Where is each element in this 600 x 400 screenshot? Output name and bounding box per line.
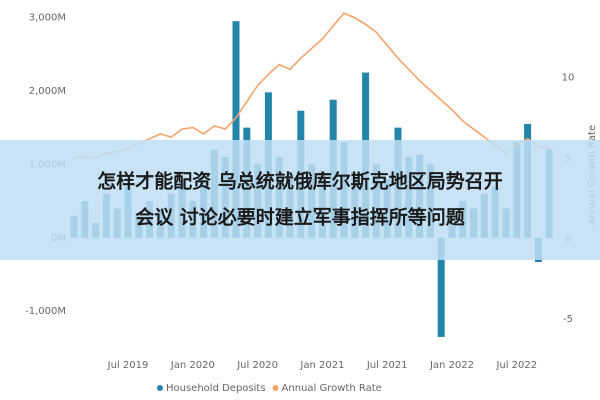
bar bbox=[437, 237, 445, 337]
y-tick-label: 2,000M bbox=[29, 86, 66, 97]
banner-text: 会议 讨论必要时建立军事指挥所等问题 bbox=[135, 206, 465, 229]
x-tick-label: Jan 2020 bbox=[170, 360, 215, 371]
bar bbox=[232, 21, 240, 238]
x-tick-label: Jul 2019 bbox=[107, 360, 149, 371]
x-tick-label: Jan 2022 bbox=[429, 360, 474, 371]
legend-label: Household Deposits bbox=[166, 383, 266, 394]
x-tick-label: Jul 2021 bbox=[366, 360, 408, 371]
y2-tick-label: 10 bbox=[562, 73, 575, 84]
legend-marker bbox=[272, 385, 279, 391]
x-tick-label: Jul 2022 bbox=[495, 360, 537, 371]
banner-background bbox=[0, 140, 600, 260]
banner-text: 怎样才能配资 乌总统就俄库尔斯克地区局势召开 bbox=[97, 170, 503, 193]
legend-marker bbox=[157, 385, 163, 391]
x-tick-label: Jul 2020 bbox=[236, 360, 278, 371]
x-tick-label: Jan 2021 bbox=[299, 360, 344, 371]
legend-label: Annual Growth Rate bbox=[282, 383, 382, 394]
line bbox=[73, 12, 550, 159]
y-tick-label: -1,000M bbox=[25, 306, 66, 317]
y-tick-label: 3,000M bbox=[29, 12, 66, 23]
y2-tick-label: -5 bbox=[563, 314, 573, 325]
